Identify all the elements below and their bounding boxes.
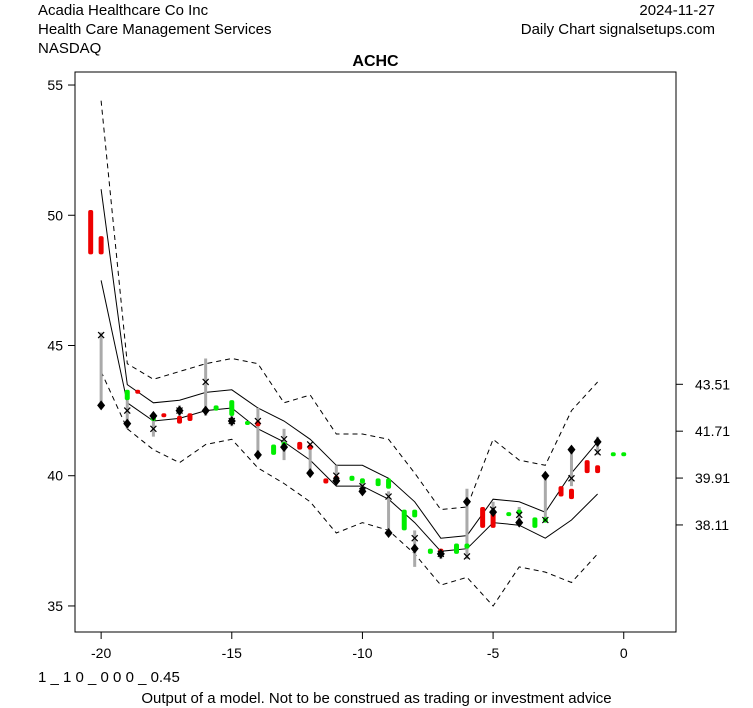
diamond-marker <box>462 496 471 507</box>
close-x-marker <box>515 511 523 519</box>
diamond-marker <box>253 449 262 460</box>
oc-bar-up <box>244 421 250 426</box>
close-x-marker <box>541 516 549 524</box>
diamond-marker <box>436 548 445 559</box>
close-x-marker <box>202 378 210 386</box>
plot-frame <box>74 71 677 633</box>
diamond-marker <box>280 442 289 453</box>
x-tick-label: -20 <box>91 645 111 661</box>
x-tick-label: -5 <box>487 645 500 661</box>
oc-bar-up <box>427 548 433 554</box>
diamond-marker <box>410 543 419 554</box>
oc-bar-up <box>401 509 407 531</box>
right-tick-label: 39.91 <box>695 470 730 486</box>
oc-bar-up <box>375 478 381 487</box>
oc-bar-down <box>595 465 601 474</box>
oc-bar-down <box>584 460 590 474</box>
right-tick-label: 43.51 <box>695 376 730 392</box>
oc-bar-down <box>480 506 486 528</box>
diamond-marker <box>358 486 367 497</box>
oc-bar-up <box>359 478 365 484</box>
diamond-marker <box>149 410 158 421</box>
close-x-marker <box>359 482 366 490</box>
close-x-marker <box>568 474 575 482</box>
envelope-dashed-line <box>100 371 598 607</box>
oc-bar-down <box>558 486 564 497</box>
exchange-label: NASDAQ <box>38 40 102 57</box>
oc-bar-up <box>213 405 219 411</box>
oc-bar-down <box>568 488 574 500</box>
oc-bar-down <box>135 389 141 394</box>
y-tick-label: 45 <box>47 337 63 353</box>
oc-bar-up <box>610 452 616 457</box>
oc-bar-up <box>229 400 235 416</box>
oc-bar-down <box>161 413 167 418</box>
oc-bar-down <box>88 210 94 255</box>
diamond-marker <box>306 468 315 479</box>
close-x-marker <box>594 448 602 456</box>
oc-bar-down <box>323 478 329 484</box>
band-solid-line <box>100 189 598 539</box>
diamond-marker <box>175 405 184 416</box>
chart-date: 2024-11-27 <box>639 2 715 19</box>
right-tick-label: 38.11 <box>695 517 729 533</box>
x-tick-label: -15 <box>222 645 242 661</box>
close-x-marker <box>123 407 131 415</box>
diamond-marker <box>515 517 524 528</box>
band-solid-line <box>100 280 598 552</box>
envelope-dashed-line <box>100 100 598 511</box>
plot-area <box>88 100 627 607</box>
right-tick-label: 41.71 <box>695 423 730 439</box>
chart-title: ACHC <box>352 53 399 70</box>
oc-bar-down <box>297 441 303 450</box>
close-x-marker <box>332 472 340 480</box>
y-tick-label: 40 <box>47 468 63 484</box>
model-code: 1 _ 1 0 _ 0 0 0 _ 0.45 <box>38 669 180 686</box>
y-tick-label: 35 <box>47 598 63 614</box>
close-x-marker <box>463 553 471 560</box>
oc-bar-down <box>490 512 496 528</box>
oc-bar-up <box>412 509 418 518</box>
oc-bar-down <box>187 413 193 422</box>
close-x-marker <box>149 425 157 433</box>
diamond-marker <box>489 507 498 518</box>
diamond-marker <box>384 528 393 539</box>
diamond-marker <box>201 405 210 416</box>
close-x-marker <box>411 534 419 542</box>
x-tick-label: -10 <box>352 645 372 661</box>
close-x-marker <box>97 331 105 339</box>
disclaimer: Output of a model. Not to be construed a… <box>141 690 612 707</box>
industry-label: Health Care Management Services <box>38 21 272 38</box>
diamond-marker <box>97 400 106 411</box>
oc-bar-up <box>506 512 512 517</box>
oc-bar-up <box>464 543 470 549</box>
diamond-marker <box>567 444 576 455</box>
y-tick-label: 55 <box>47 77 63 93</box>
close-x-marker <box>385 493 392 500</box>
y-tick-label: 50 <box>47 207 63 223</box>
close-x-marker <box>254 417 262 425</box>
oc-bar-up <box>349 475 355 481</box>
company-name: Acadia Healthcare Co Inc <box>38 2 209 19</box>
close-x-marker <box>280 435 288 443</box>
diamond-marker <box>123 418 132 429</box>
oc-bar-up <box>124 389 130 401</box>
oc-bar-up <box>532 517 538 528</box>
diamond-marker <box>227 416 236 427</box>
close-x-marker <box>306 441 314 448</box>
oc-bar-down <box>98 236 104 255</box>
diamond-marker <box>593 436 602 447</box>
diamond-marker <box>541 470 550 481</box>
oc-bar-up <box>386 478 392 489</box>
x-tick-label: 0 <box>620 645 628 661</box>
diamond-marker <box>332 475 341 486</box>
oc-bar-up <box>621 452 627 457</box>
oc-bar-up <box>271 444 277 455</box>
chart-source: Daily Chart signalsetups.com <box>520 21 715 38</box>
oc-bar-up <box>454 543 460 554</box>
oc-bar-down <box>177 415 183 424</box>
